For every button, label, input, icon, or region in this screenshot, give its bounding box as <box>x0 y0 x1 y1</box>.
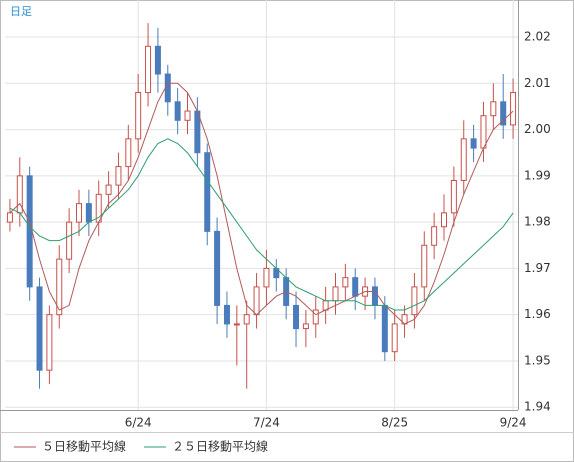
x-tick-label: 7/24 <box>253 416 280 430</box>
candle-body <box>441 212 448 228</box>
candle-body <box>371 286 378 306</box>
x-tick-label: 6/24 <box>125 416 152 430</box>
candle-body <box>302 323 309 330</box>
candle-body <box>46 314 53 371</box>
candle-body <box>66 221 73 260</box>
candle-body <box>56 258 63 316</box>
candle-body <box>411 286 418 316</box>
x-tick-label: 9/24 <box>500 416 527 430</box>
candle-body <box>174 101 181 121</box>
y-tick-label: 1.97 <box>524 261 551 275</box>
candle-body <box>233 323 240 326</box>
candle-body <box>293 304 300 330</box>
chart-title: 日足 <box>10 5 32 18</box>
candle-body <box>164 73 171 103</box>
candle-body <box>500 101 507 126</box>
y-tick-label: 1.98 <box>524 215 551 229</box>
ma-line <box>9 138 514 311</box>
ma-line <box>9 82 514 325</box>
candle-body <box>421 244 428 288</box>
candle-body <box>184 110 191 121</box>
candle-body <box>145 45 152 94</box>
candle-body <box>332 286 339 302</box>
candle-body <box>115 166 122 186</box>
candle-body <box>391 323 398 353</box>
candle-body <box>480 115 487 149</box>
candle-body <box>85 203 92 223</box>
y-tick-label: 1.95 <box>524 353 551 367</box>
candle-body <box>243 314 250 325</box>
y-tick-label: 2.02 <box>524 30 551 44</box>
candle-body <box>381 304 388 353</box>
candle-body <box>223 304 230 325</box>
legend-label: ５日移動平均線 <box>42 439 126 454</box>
candle-body <box>342 277 349 288</box>
y-tick-label: 2.01 <box>524 76 551 90</box>
candle-body <box>510 92 517 126</box>
candle-body <box>36 286 43 371</box>
candle-body <box>204 152 211 232</box>
candle-body <box>125 138 132 168</box>
candle-body <box>214 230 221 306</box>
candle-body <box>26 175 33 288</box>
x-tick-label: 8/25 <box>381 416 408 430</box>
candle-body <box>490 101 497 117</box>
legend-label: ２５日移動平均線 <box>172 439 268 454</box>
candle-body <box>352 277 359 297</box>
candle-body <box>75 203 82 223</box>
candle-body <box>312 309 319 325</box>
candle-body <box>263 267 270 288</box>
candle-body <box>154 45 161 75</box>
y-tick-label: 1.94 <box>524 400 551 414</box>
y-tick-label: 1.99 <box>524 168 551 182</box>
candle-body <box>135 92 142 140</box>
candle-body <box>6 212 13 223</box>
candle-body <box>460 138 467 181</box>
y-tick-label: 2.00 <box>524 122 551 136</box>
candle-body <box>450 179 457 214</box>
candle-body <box>253 286 260 316</box>
candle-body <box>470 138 477 149</box>
y-tick-label: 1.96 <box>524 307 551 321</box>
candle-body <box>105 184 112 195</box>
candle-body <box>431 226 438 246</box>
